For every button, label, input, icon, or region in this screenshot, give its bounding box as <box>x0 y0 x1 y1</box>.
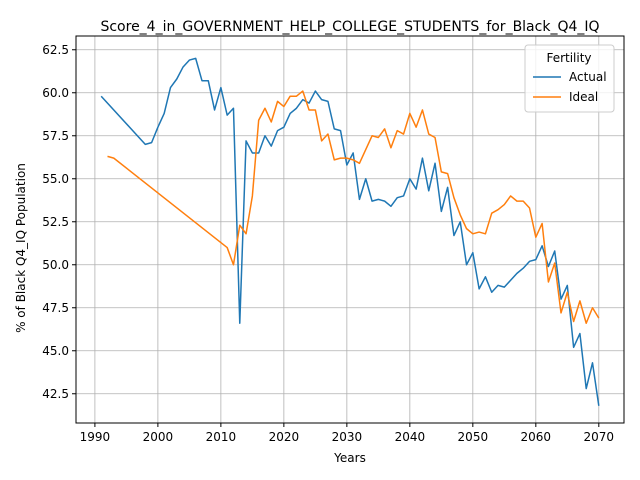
legend-label-ideal: Ideal <box>569 90 598 104</box>
y-tick-label: 57.5 <box>42 129 69 143</box>
y-tick-label: 60.0 <box>42 86 69 100</box>
y-tick-label: 55.0 <box>42 172 69 186</box>
x-tick-label: 2000 <box>143 430 174 444</box>
x-tick-label: 1990 <box>80 430 111 444</box>
series-line-ideal <box>107 90 600 324</box>
x-tick-label: 2060 <box>521 430 552 444</box>
x-tick-label: 2030 <box>332 430 363 444</box>
x-tick-label: 2010 <box>206 430 237 444</box>
legend-box <box>524 44 615 113</box>
x-tick-label: 2050 <box>458 430 489 444</box>
y-tick-label: 47.5 <box>42 301 69 315</box>
y-tick-label: 52.5 <box>42 215 69 229</box>
y-tick-label: 42.5 <box>42 387 69 401</box>
y-tick-label: 50.0 <box>42 258 69 272</box>
legend: Fertility Actual Ideal <box>524 44 615 113</box>
x-axis-label: Years <box>333 451 366 465</box>
x-tick-label: 2040 <box>395 430 426 444</box>
y-axis-label: % of Black Q4_IQ Population <box>14 163 28 333</box>
chart-title: Score_4_in_GOVERNMENT_HELP_COLLEGE_STUDE… <box>100 19 599 35</box>
y-tick-label: 62.5 <box>42 43 69 57</box>
x-tick-label: 2070 <box>584 430 615 444</box>
y-tick-label: 45.0 <box>42 344 69 358</box>
axis-ticks: 1990 2000 2010 2020 2030 2040 2050 2060 2070 42.5… <box>42 43 614 444</box>
legend-label-actual: Actual <box>569 70 607 84</box>
plot-area-frame <box>75 35 625 424</box>
series-lines <box>100 57 600 406</box>
series-line-actual <box>100 57 600 406</box>
x-tick-label: 2020 <box>269 430 300 444</box>
legend-title: Fertility <box>546 51 591 65</box>
